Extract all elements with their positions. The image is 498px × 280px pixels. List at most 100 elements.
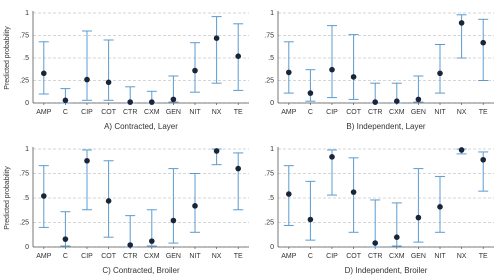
point [84,76,90,83]
y-tick-label: .5 [268,195,274,202]
y-tick-label: 0 [270,244,274,251]
point [235,53,241,59]
point [41,193,47,199]
point [149,99,155,105]
x-tick-label: C [63,253,68,260]
panel-title: A) Contracted, Layer [104,122,178,131]
point [213,35,220,41]
y-tick-label: 0 [25,100,29,107]
point [127,99,133,105]
y-tick-label: .25 [264,77,274,84]
point [170,96,177,103]
x-tick-label: CIP [326,253,338,260]
point [149,238,155,244]
x-tick-label: CIP [81,253,93,260]
x-tick-label: COT [346,109,362,116]
x-tick-label: CXM [389,109,405,116]
x-tick-label: CTR [123,109,137,116]
x-tick-label: NIT [189,109,201,116]
x-tick-label: NIT [434,253,446,260]
x-tick-label: GEN [411,109,426,116]
y-tick-label: .25 [19,219,29,226]
point [394,98,400,104]
y-tick-label: .75 [264,170,274,177]
x-tick-label: CXM [389,253,405,260]
point [105,198,112,204]
point [372,99,379,105]
y-tick-label: 1 [270,10,274,17]
y-tick-label: 0 [25,244,29,251]
x-tick-label: CTR [368,253,382,260]
point [307,216,314,223]
point [41,70,47,77]
point [350,74,357,80]
y-tick-label: .5 [23,55,29,62]
panel-title: B) Independent, Layer [346,122,426,131]
point [213,148,220,154]
point [127,242,133,248]
x-tick-label: C [63,109,68,116]
x-tick-label: GEN [166,109,181,116]
x-tick-label: CTR [368,109,382,116]
x-tick-label: NX [212,109,222,116]
x-tick-label: CXM [144,109,160,116]
panel-title: C) Contracted, Broiler [102,266,180,275]
x-tick-label: NX [212,253,222,260]
y-tick-label: .75 [19,170,29,177]
x-tick-label: TE [479,109,488,116]
x-tick-label: COT [346,253,362,260]
y-tick-label: .5 [23,195,29,202]
x-tick-label: TE [479,253,488,260]
point [235,165,241,172]
point [480,39,487,46]
point [62,236,69,242]
x-tick-label: AMP [281,253,297,260]
point [329,154,335,160]
point [415,214,422,221]
x-tick-label: C [308,109,313,116]
x-tick-label: CIP [81,109,93,116]
point [329,66,335,73]
point [372,240,379,246]
x-tick-label: GEN [411,253,426,260]
x-tick-label: CXM [144,253,160,260]
y-tick-label: .75 [264,32,274,39]
point [84,157,90,164]
x-tick-label: COT [101,253,117,260]
point [105,79,112,86]
point [458,20,465,26]
x-tick-label: COT [101,109,117,116]
point [192,203,198,209]
x-tick-label: GEN [166,253,181,260]
x-tick-label: AMP [281,109,297,116]
x-tick-label: AMP [36,253,52,260]
point [458,147,465,153]
x-tick-label: C [308,253,313,260]
point [286,69,292,76]
x-tick-label: TE [234,109,243,116]
y-tick-label: 1 [25,146,29,153]
point [415,96,422,103]
y-axis-label: Predicted probability [4,26,11,90]
point [192,67,198,74]
x-tick-label: TE [234,253,243,260]
y-tick-label: 1 [25,10,29,17]
point [170,217,177,224]
point [62,97,69,104]
point [394,234,400,240]
y-axis-label: Predicted probability [4,166,11,230]
y-tick-label: 0 [270,100,274,107]
x-tick-label: NX [457,109,467,116]
panel-title: D) Independent, Broiler [345,266,428,275]
x-tick-label: NX [457,253,467,260]
point [307,90,314,96]
point [437,204,443,210]
x-tick-label: NIT [189,253,201,260]
x-tick-label: CTR [123,253,137,260]
point [350,189,357,195]
x-tick-label: CIP [326,109,338,116]
x-tick-label: NIT [434,109,446,116]
x-tick-label: AMP [36,109,52,116]
y-tick-label: 1 [270,146,274,153]
